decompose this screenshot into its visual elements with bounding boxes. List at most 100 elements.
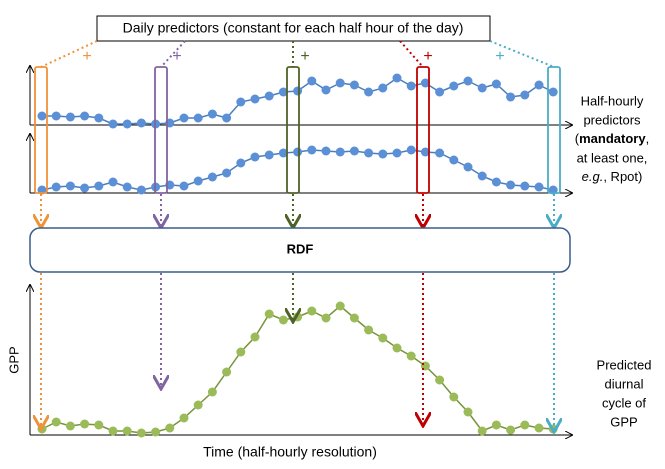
series-dot <box>449 392 459 402</box>
series-dot <box>264 91 274 101</box>
model-box <box>29 227 571 273</box>
series-dot <box>307 306 317 316</box>
series-dot <box>193 176 203 186</box>
series-dot <box>548 87 558 97</box>
series-dot <box>179 413 189 423</box>
series-dot <box>463 162 473 172</box>
series-dot <box>136 185 146 195</box>
series-dot <box>108 426 118 436</box>
series-dot <box>378 83 388 93</box>
series-dot <box>349 146 359 156</box>
series-dot <box>165 423 175 433</box>
series-dot <box>278 315 288 325</box>
series-dot <box>491 177 501 187</box>
plus-sign: + <box>423 48 432 65</box>
series-dot <box>321 146 331 156</box>
side-note-line: at least one, <box>577 150 648 165</box>
series-dot <box>207 109 217 119</box>
series-dot <box>364 325 374 335</box>
series-dot <box>222 168 232 178</box>
series-dot <box>37 424 47 434</box>
series-dot <box>222 367 232 377</box>
series-dot <box>349 80 359 90</box>
series-dot <box>264 309 274 319</box>
series-dot <box>534 423 544 433</box>
series-dot <box>108 119 118 129</box>
series-dot <box>321 85 331 95</box>
series-dot <box>378 149 388 159</box>
series-dot <box>250 94 260 104</box>
series-dot <box>335 301 345 311</box>
series-dot <box>392 148 402 158</box>
series-dot <box>122 182 132 192</box>
series-dot <box>108 177 118 187</box>
plus-sign: + <box>495 48 504 65</box>
series-line <box>41 305 554 434</box>
series-line <box>42 77 554 125</box>
plus-sign: + <box>172 48 181 65</box>
series-dot <box>236 158 246 168</box>
arrows <box>41 194 554 430</box>
model-label: RDF <box>287 241 314 256</box>
series-dot <box>321 313 331 323</box>
series-dot <box>278 148 288 158</box>
series-dot <box>349 313 359 323</box>
output-note: Predicted diurnal cycle of GPP <box>597 357 652 429</box>
series-dot <box>364 87 374 97</box>
series-dot <box>236 97 246 107</box>
header-box <box>96 15 491 42</box>
series-dot <box>65 421 75 431</box>
series-dot <box>94 181 104 191</box>
series-dot <box>406 351 416 361</box>
series-dot <box>293 147 303 157</box>
series-dot <box>406 81 416 91</box>
series-dot <box>420 78 430 88</box>
series-dot <box>392 343 402 353</box>
x-axis-label: Time (half-hourly resolution) <box>203 444 377 460</box>
side-note-line: e.g., Rpot) <box>582 169 643 184</box>
series-dot <box>122 426 132 436</box>
series-dot <box>51 182 61 192</box>
series-dot <box>293 312 303 322</box>
series-dot <box>520 420 530 430</box>
series-dot <box>506 425 516 435</box>
side-note-line: Half-hourly <box>581 93 644 108</box>
series-dot <box>406 145 416 155</box>
series-dot <box>491 420 501 430</box>
series-dot <box>250 152 260 162</box>
series-dot <box>335 147 345 157</box>
series-dot <box>179 113 189 123</box>
series <box>37 73 558 438</box>
series-dot <box>463 407 473 417</box>
series-dot <box>491 79 501 89</box>
series-dot <box>65 112 75 122</box>
output-note-line: diurnal <box>604 376 643 391</box>
side-note-part: ( <box>575 131 580 146</box>
output-note-line: Predicted <box>597 357 652 372</box>
series-dot <box>80 183 90 193</box>
series-dot <box>193 113 203 123</box>
series-dot <box>122 119 132 129</box>
series-dot <box>477 171 487 181</box>
series-dot <box>250 332 260 342</box>
output-note-line: cycle of <box>602 395 646 410</box>
series-dot <box>449 155 459 165</box>
series-dot <box>51 111 61 121</box>
series-dot <box>207 387 217 397</box>
series-dot <box>392 73 402 83</box>
side-note-line: (mandatory, <box>575 131 649 146</box>
output-note-line: GPP <box>610 414 637 429</box>
series-dot <box>477 83 487 93</box>
header-title: Daily predictors (constant for each half… <box>123 20 464 36</box>
series-dot <box>94 113 104 123</box>
series-dot <box>449 81 459 91</box>
series-dot <box>378 333 388 343</box>
series-dot <box>37 111 47 121</box>
series-dot <box>307 145 317 155</box>
plus-sign: + <box>300 48 309 65</box>
series-dot <box>80 111 90 121</box>
side-note: Half-hourly predictors (mandatory, at le… <box>575 93 649 184</box>
series-dot <box>364 148 374 158</box>
